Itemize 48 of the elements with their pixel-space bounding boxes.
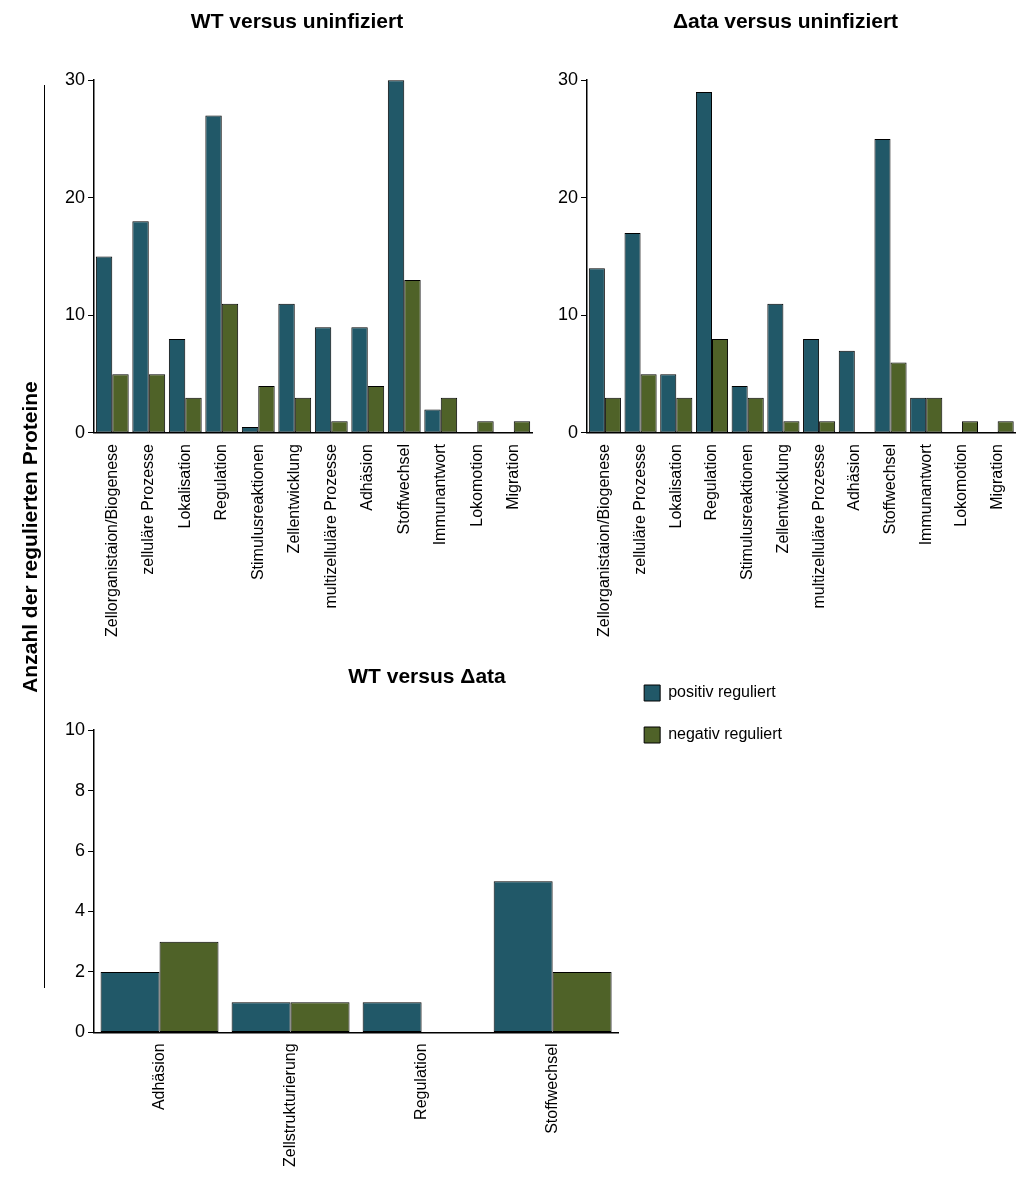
y-tick-label: 20 (557, 186, 579, 207)
x-tick-label: Adhäsion (845, 443, 863, 511)
x-tick-label: Stimulusreaktionen (738, 443, 756, 581)
x-tick-label: Lokomotion (467, 443, 485, 527)
x-tick-label: Zellentwicklung (285, 443, 303, 554)
y-tick-label: 4 (75, 900, 86, 921)
y-tick-label: 30 (64, 69, 86, 90)
y-tick-label: 30 (557, 69, 579, 90)
y-tick-label: 8 (75, 779, 86, 800)
x-tick-label: multizelluläre Prozesse (809, 443, 827, 609)
x-tick-label: Lokomotion (952, 443, 970, 527)
chart-title: Δata versus uninfiziert (672, 9, 899, 33)
chart-title: WT versus uninfiziert (190, 9, 404, 33)
x-tick-label: Immunantwort (916, 443, 934, 546)
y-tick-label: 6 (75, 840, 86, 861)
legend-label: positiv reguliert (668, 683, 777, 701)
x-tick-label: Stoffwechsel (394, 443, 412, 535)
y-tick-label: 2 (75, 960, 86, 981)
x-tick-label: Stoffwechsel (880, 443, 898, 535)
y-tick-label: 0 (75, 1021, 86, 1042)
x-tick-label: Adhäsion (149, 1043, 167, 1111)
legend-label: negativ reguliert (668, 725, 783, 743)
y-tick-label: 0 (75, 421, 86, 442)
x-tick-label: Migration (504, 443, 522, 510)
x-tick-label: Zellorganistaion/Biogenese (102, 443, 120, 637)
x-tick-label: Migration (988, 443, 1006, 510)
x-tick-label: Stimulusreaktionen (248, 443, 266, 581)
x-tick-label: multizelluläre Prozesse (321, 443, 339, 609)
x-tick-label: Adhäsion (358, 443, 376, 511)
x-tick-label: zelluläre Prozesse (139, 443, 157, 575)
x-tick-label: Zellstrukturierung (280, 1043, 298, 1168)
x-tick-label: Regulation (212, 443, 230, 521)
x-tick-label: Immunantwort (431, 443, 449, 546)
y-tick-label: 0 (568, 421, 579, 442)
y-tick-label: 10 (64, 304, 86, 325)
x-tick-label: Zellentwicklung (773, 443, 791, 554)
y-tick-label: 10 (64, 719, 86, 740)
x-tick-label: Zellorganistaion/Biogenese (595, 443, 613, 637)
y-axis-title: Anzahl der regulierten Proteine (18, 380, 42, 695)
x-tick-label: Lokalisation (666, 443, 684, 529)
x-tick-label: Stoffwechsel (543, 1043, 561, 1134)
y-tick-label: 20 (64, 186, 86, 207)
x-tick-label: zelluläre Prozesse (630, 443, 648, 575)
x-tick-label: Lokalisation (175, 443, 193, 529)
x-tick-label: Regulation (412, 1043, 430, 1120)
chart-title: WT versus Δata (348, 664, 507, 688)
y-tick-label: 10 (557, 304, 579, 325)
x-tick-label: Regulation (702, 443, 720, 521)
